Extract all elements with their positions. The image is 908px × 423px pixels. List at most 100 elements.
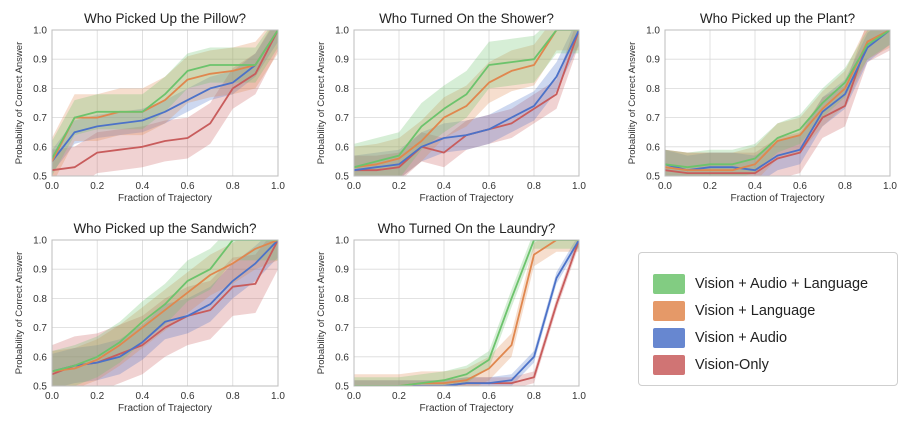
confidence-band [52,30,278,176]
y-tick-label: 0.6 [33,352,47,363]
y-tick-label: 0.5 [335,382,349,393]
y-tick-label: 0.7 [335,323,349,334]
x-tick-label: 0.4 [437,391,451,402]
y-tick-label: 1.0 [33,236,47,247]
y-tick-label: 0.6 [335,142,349,153]
y-axis-label: Probability of Correct Answer [316,252,327,375]
legend-label: Vision + Audio [695,330,788,346]
x-tick-label: 0.6 [482,391,496,402]
legend-swatch-green [653,274,685,294]
axes-frame [353,239,580,387]
x-tick-label: 0.8 [527,181,541,192]
chart-panel-5: 0.0 0.2 0.4 0.6 0.8 1.0 0.5 0.6 0.7 0.8 0.9 1.0 Frac… [316,221,586,414]
chart-panel-1: 0.0 0.2 0.4 0.6 0.8 1.0 0.5 0.6 0.7 0.8 0.9 1.0 Frac… [14,11,285,204]
confidence-band [52,30,278,176]
y-tick-label: 0.5 [33,172,47,183]
x-tick-label: 1.0 [572,181,586,192]
y-tick-label: 0.8 [335,84,349,95]
y-tick-label: 0.9 [335,265,349,276]
x-tick-label: 0.6 [181,391,195,402]
series-line [665,30,890,175]
x-axis-label: Fraction of Trajectory [420,193,514,204]
y-tick-label: 1.0 [335,26,349,37]
axes-frame [353,29,580,177]
series-line [354,240,579,386]
y-axis-label: Probability of Correct Answer [14,252,25,375]
x-axis-label: Fraction of Trajectory [731,193,825,204]
y-tick-label: 0.7 [33,323,47,334]
plot-area [52,240,278,386]
axes-frame [664,29,891,177]
series-line [52,240,278,373]
x-tick-label: 0.0 [347,391,361,402]
y-tick-label: 1.0 [646,26,660,37]
axes-frame [51,29,279,177]
x-tick-label: 0.4 [748,181,762,192]
legend-label: Vision + Audio + Language [695,276,869,292]
series-line [52,30,278,162]
legend-entry-vision-language: Vision + Language [653,300,815,322]
series-line [354,30,579,172]
x-tick-label: 1.0 [271,181,285,192]
series-line [354,30,579,169]
y-tick-label: 0.8 [33,84,47,95]
legend-swatch-red [653,355,685,375]
plot-area [52,30,278,176]
series-line [665,30,890,172]
y-tick-label: 0.5 [33,382,47,393]
chart-title: Who Picked up the Plant? [700,11,855,26]
legend-label: Vision + Language [695,303,816,319]
chart-title: Who Turned On the Laundry? [378,221,556,236]
plot-area [354,240,579,386]
series-line [52,30,278,162]
confidence-band [354,30,579,176]
x-tick-label: 0.2 [392,391,406,402]
x-tick-label: 0.2 [703,181,717,192]
y-tick-label: 0.7 [646,113,660,124]
series-line [354,30,579,169]
x-tick-label: 0.2 [392,181,406,192]
y-tick-label: 0.8 [335,294,349,305]
x-axis-label: Fraction of Trajectory [118,193,212,204]
chart-panel-4: 0.0 0.2 0.4 0.6 0.8 1.0 0.5 0.6 0.7 0.8 0.9 1.0 Frac… [14,221,285,414]
y-tick-label: 1.0 [335,236,349,247]
x-tick-label: 0.8 [226,181,240,192]
x-tick-label: 0.8 [226,391,240,402]
y-axis-label: Probability of Correct Answer [627,42,638,165]
series-line [354,240,579,386]
legend-entry-vision-audio: Vision + Audio [653,327,787,349]
y-tick-label: 0.9 [335,55,349,66]
x-tick-label: 0.0 [45,181,59,192]
x-tick-label: 0.0 [347,181,361,192]
y-tick-label: 0.8 [646,84,660,95]
x-tick-label: 0.6 [181,181,195,192]
legend-entry-vision-audio-language: Vision + Audio + Language [653,273,868,295]
chart-title: Who Picked Up the Pillow? [84,11,246,26]
x-tick-label: 0.2 [90,181,104,192]
y-tick-label: 1.0 [33,26,47,37]
y-tick-label: 0.6 [33,142,47,153]
x-tick-label: 0.4 [135,391,149,402]
x-tick-label: 0.4 [437,181,451,192]
x-tick-label: 0.0 [45,391,59,402]
y-tick-label: 0.8 [33,294,47,305]
series-line [52,30,278,159]
y-tick-label: 0.5 [335,172,349,183]
series-line [52,240,278,373]
y-tick-label: 0.6 [335,352,349,363]
chart-panel-2: 0.0 0.2 0.4 0.6 0.8 1.0 0.5 0.6 0.7 0.8 0.9 1.0 Frac… [316,11,586,204]
x-tick-label: 1.0 [572,391,586,402]
series-line [52,30,278,172]
x-tick-label: 0.0 [658,181,672,192]
y-tick-label: 0.6 [646,142,660,153]
confidence-band [52,30,278,174]
chart-title: Who Turned On the Shower? [379,11,554,26]
confidence-band [354,30,579,176]
plot-area [354,30,579,176]
x-tick-label: 0.2 [90,391,104,402]
y-tick-label: 0.7 [335,113,349,124]
x-tick-label: 0.8 [527,391,541,402]
x-axis-label: Fraction of Trajectory [118,403,212,414]
chart-panel-3: 0.0 0.2 0.4 0.6 0.8 1.0 0.5 0.6 0.7 0.8 0.9 1.0 Frac… [627,11,897,204]
